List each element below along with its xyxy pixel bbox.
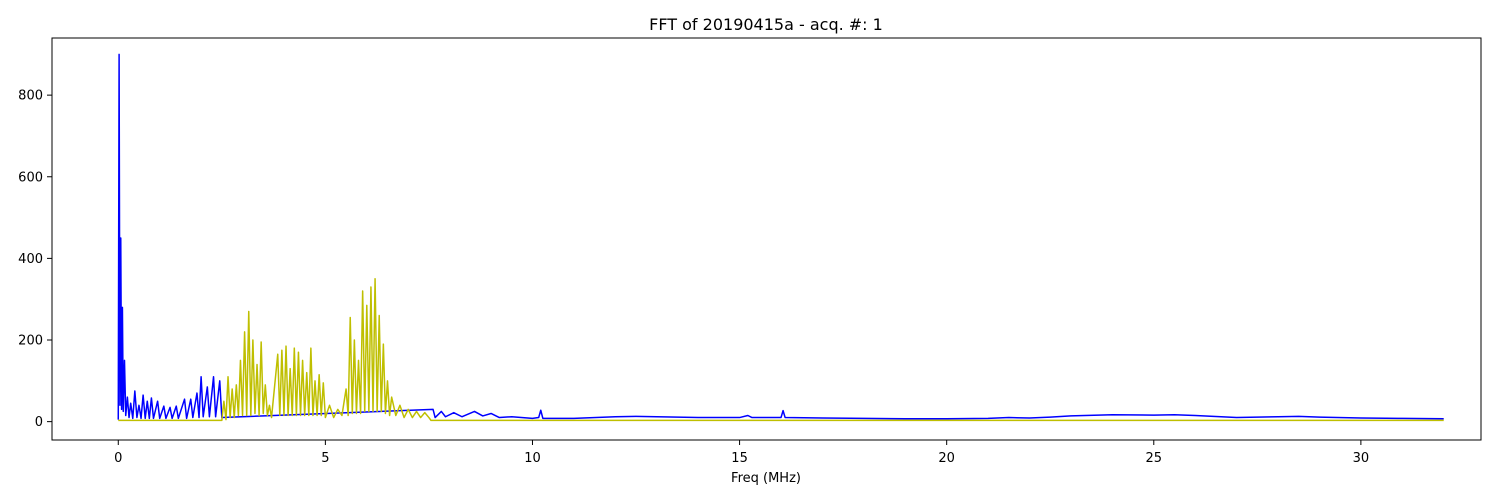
- plot-area: [117, 53, 1444, 422]
- x-tick-label: 0: [114, 451, 122, 466]
- y-tick-label: 600: [18, 170, 43, 185]
- x-tick-label: 20: [938, 451, 955, 466]
- y-tick-label: 0: [35, 415, 43, 430]
- series-line-2: [118, 278, 1444, 422]
- y-axis: 0 200 400 600 800: [18, 89, 52, 430]
- x-tick-label: 30: [1353, 451, 1370, 466]
- chart-title: FFT of 20190415a - acq. #: 1: [649, 15, 883, 34]
- x-tick-label: 25: [1146, 451, 1163, 466]
- y-tick-label: 200: [18, 334, 43, 349]
- x-tick-label: 15: [731, 451, 748, 466]
- x-tick-label: 5: [321, 451, 329, 466]
- y-tick-label: 400: [18, 252, 43, 267]
- x-tick-label: 10: [524, 451, 541, 466]
- y-tick-label: 800: [18, 89, 43, 104]
- plot-frame: [51, 37, 1482, 441]
- series-line-1: [117, 53, 1444, 420]
- x-axis-label: Freq (MHz): [731, 471, 801, 486]
- x-axis: 0 5 10 15 20 25 30: [114, 440, 1369, 466]
